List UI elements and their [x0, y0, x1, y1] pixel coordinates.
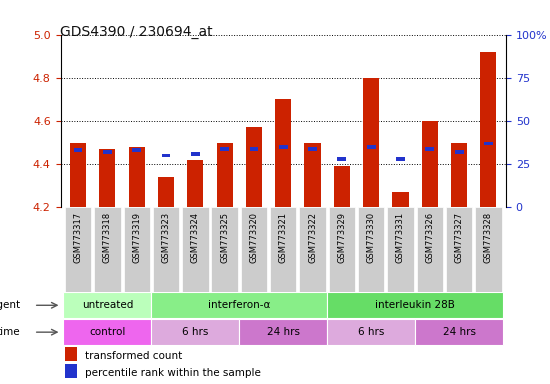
Bar: [363, 78, 379, 207]
Text: 6 hrs: 6 hrs: [358, 327, 384, 337]
Bar: [250, 147, 258, 151]
Text: percentile rank within the sample: percentile rank within the sample: [85, 368, 261, 378]
Bar: [275, 99, 292, 207]
Bar: [327, 319, 415, 345]
Bar: [338, 157, 346, 161]
Bar: [475, 207, 502, 292]
Bar: [396, 157, 405, 161]
Text: GSM773327: GSM773327: [455, 212, 464, 263]
Bar: [129, 147, 145, 207]
Bar: [308, 147, 317, 151]
Bar: [270, 207, 296, 292]
Bar: [279, 145, 288, 149]
Text: transformed count: transformed count: [85, 351, 182, 361]
Bar: [451, 142, 467, 207]
Text: time: time: [0, 327, 20, 337]
Bar: [74, 149, 82, 152]
Bar: [455, 150, 464, 154]
Text: untreated: untreated: [82, 300, 133, 310]
Bar: [239, 319, 327, 345]
Bar: [151, 292, 327, 318]
Bar: [124, 207, 150, 292]
Bar: [305, 142, 321, 207]
Bar: [484, 142, 493, 145]
Bar: [367, 145, 376, 149]
Text: control: control: [89, 327, 125, 337]
Bar: [334, 166, 350, 207]
Bar: [241, 207, 267, 292]
Bar: [358, 207, 384, 292]
Bar: [65, 364, 78, 378]
Bar: [329, 207, 355, 292]
Bar: [480, 52, 497, 207]
Bar: [191, 152, 200, 156]
Bar: [158, 177, 174, 207]
Bar: [422, 121, 438, 207]
Bar: [162, 154, 170, 157]
Text: GSM773319: GSM773319: [132, 212, 141, 263]
Bar: [217, 142, 233, 207]
Bar: [151, 319, 239, 345]
Text: interferon-α: interferon-α: [208, 300, 271, 310]
Bar: [246, 127, 262, 207]
Bar: [220, 147, 229, 151]
Text: GSM773328: GSM773328: [484, 212, 493, 263]
Bar: [100, 149, 116, 207]
Text: agent: agent: [0, 300, 20, 310]
Bar: [446, 207, 472, 292]
Bar: [327, 292, 503, 318]
Bar: [133, 149, 141, 152]
Bar: [103, 150, 112, 154]
Bar: [65, 207, 91, 292]
Text: GSM773329: GSM773329: [337, 212, 346, 263]
Text: GSM773320: GSM773320: [250, 212, 258, 263]
Text: GDS4390 / 230694_at: GDS4390 / 230694_at: [60, 25, 213, 39]
Text: GSM773330: GSM773330: [367, 212, 376, 263]
Text: GSM773322: GSM773322: [308, 212, 317, 263]
Text: 6 hrs: 6 hrs: [182, 327, 208, 337]
Text: GSM773331: GSM773331: [396, 212, 405, 263]
Bar: [94, 207, 120, 292]
Text: GSM773326: GSM773326: [425, 212, 435, 263]
Text: GSM773321: GSM773321: [279, 212, 288, 263]
Text: GSM773325: GSM773325: [220, 212, 229, 263]
Bar: [187, 160, 204, 207]
Bar: [299, 207, 326, 292]
Bar: [416, 207, 443, 292]
Bar: [393, 192, 409, 207]
Bar: [211, 207, 238, 292]
Bar: [425, 147, 434, 151]
Text: 24 hrs: 24 hrs: [443, 327, 476, 337]
Text: GSM773317: GSM773317: [74, 212, 82, 263]
Bar: [415, 319, 503, 345]
Bar: [63, 292, 151, 318]
Text: 24 hrs: 24 hrs: [267, 327, 300, 337]
Text: GSM773323: GSM773323: [162, 212, 170, 263]
Text: GSM773324: GSM773324: [191, 212, 200, 263]
Bar: [65, 347, 78, 361]
Bar: [70, 142, 86, 207]
Bar: [387, 207, 414, 292]
Text: GSM773318: GSM773318: [103, 212, 112, 263]
Bar: [63, 319, 151, 345]
Bar: [182, 207, 208, 292]
Text: interleukin 28B: interleukin 28B: [375, 300, 455, 310]
Bar: [153, 207, 179, 292]
